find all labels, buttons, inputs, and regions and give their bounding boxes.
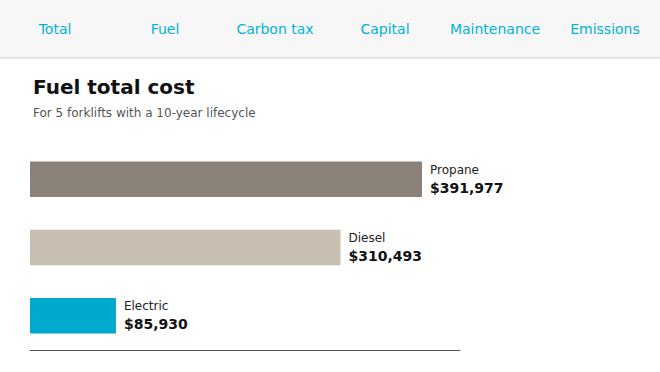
- svg-text:Fuel total cost: Fuel total cost: [33, 75, 195, 99]
- svg-text:Capital: Capital: [360, 21, 409, 37]
- svg-text:Emissions: Emissions: [570, 21, 640, 37]
- svg-text:$391,977: $391,977: [430, 180, 504, 196]
- svg-text:Diesel: Diesel: [348, 231, 385, 245]
- svg-text:Propane: Propane: [430, 163, 479, 177]
- svg-text:Electric: Electric: [124, 299, 168, 313]
- svg-text:Maintenance: Maintenance: [450, 21, 540, 37]
- svg-text:$85,930: $85,930: [124, 316, 188, 332]
- svg-text:Total: Total: [38, 21, 72, 37]
- svg-text:For 5 forklifts with a 10-year: For 5 forklifts with a 10-year lifecycle: [33, 106, 256, 120]
- svg-text:Carbon tax: Carbon tax: [236, 21, 313, 37]
- svg-text:Fuel: Fuel: [151, 21, 180, 37]
- svg-text:$310,493: $310,493: [348, 248, 422, 264]
